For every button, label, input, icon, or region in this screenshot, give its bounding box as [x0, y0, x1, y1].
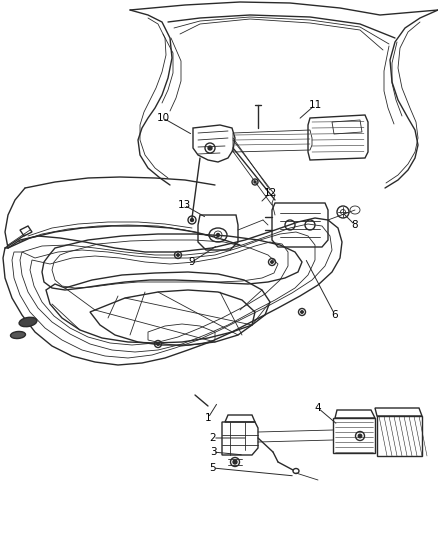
Ellipse shape — [301, 311, 303, 313]
Text: 3: 3 — [210, 447, 216, 457]
Ellipse shape — [358, 434, 362, 438]
Text: 10: 10 — [156, 113, 170, 123]
Text: 5: 5 — [210, 463, 216, 473]
Ellipse shape — [208, 146, 212, 150]
Ellipse shape — [216, 233, 219, 237]
Ellipse shape — [157, 343, 159, 345]
Text: 8: 8 — [352, 220, 358, 230]
Ellipse shape — [177, 254, 179, 256]
Text: 13: 13 — [177, 200, 191, 210]
Text: 1: 1 — [205, 413, 211, 423]
Ellipse shape — [11, 332, 25, 338]
Ellipse shape — [271, 261, 273, 263]
Text: 9: 9 — [189, 257, 195, 267]
Text: 4: 4 — [314, 403, 321, 413]
Text: 6: 6 — [332, 310, 338, 320]
Ellipse shape — [19, 317, 37, 327]
Ellipse shape — [191, 219, 194, 222]
Ellipse shape — [233, 460, 237, 464]
Ellipse shape — [254, 181, 256, 183]
Text: 2: 2 — [210, 433, 216, 443]
Text: 12: 12 — [263, 188, 277, 198]
Text: 11: 11 — [308, 100, 321, 110]
